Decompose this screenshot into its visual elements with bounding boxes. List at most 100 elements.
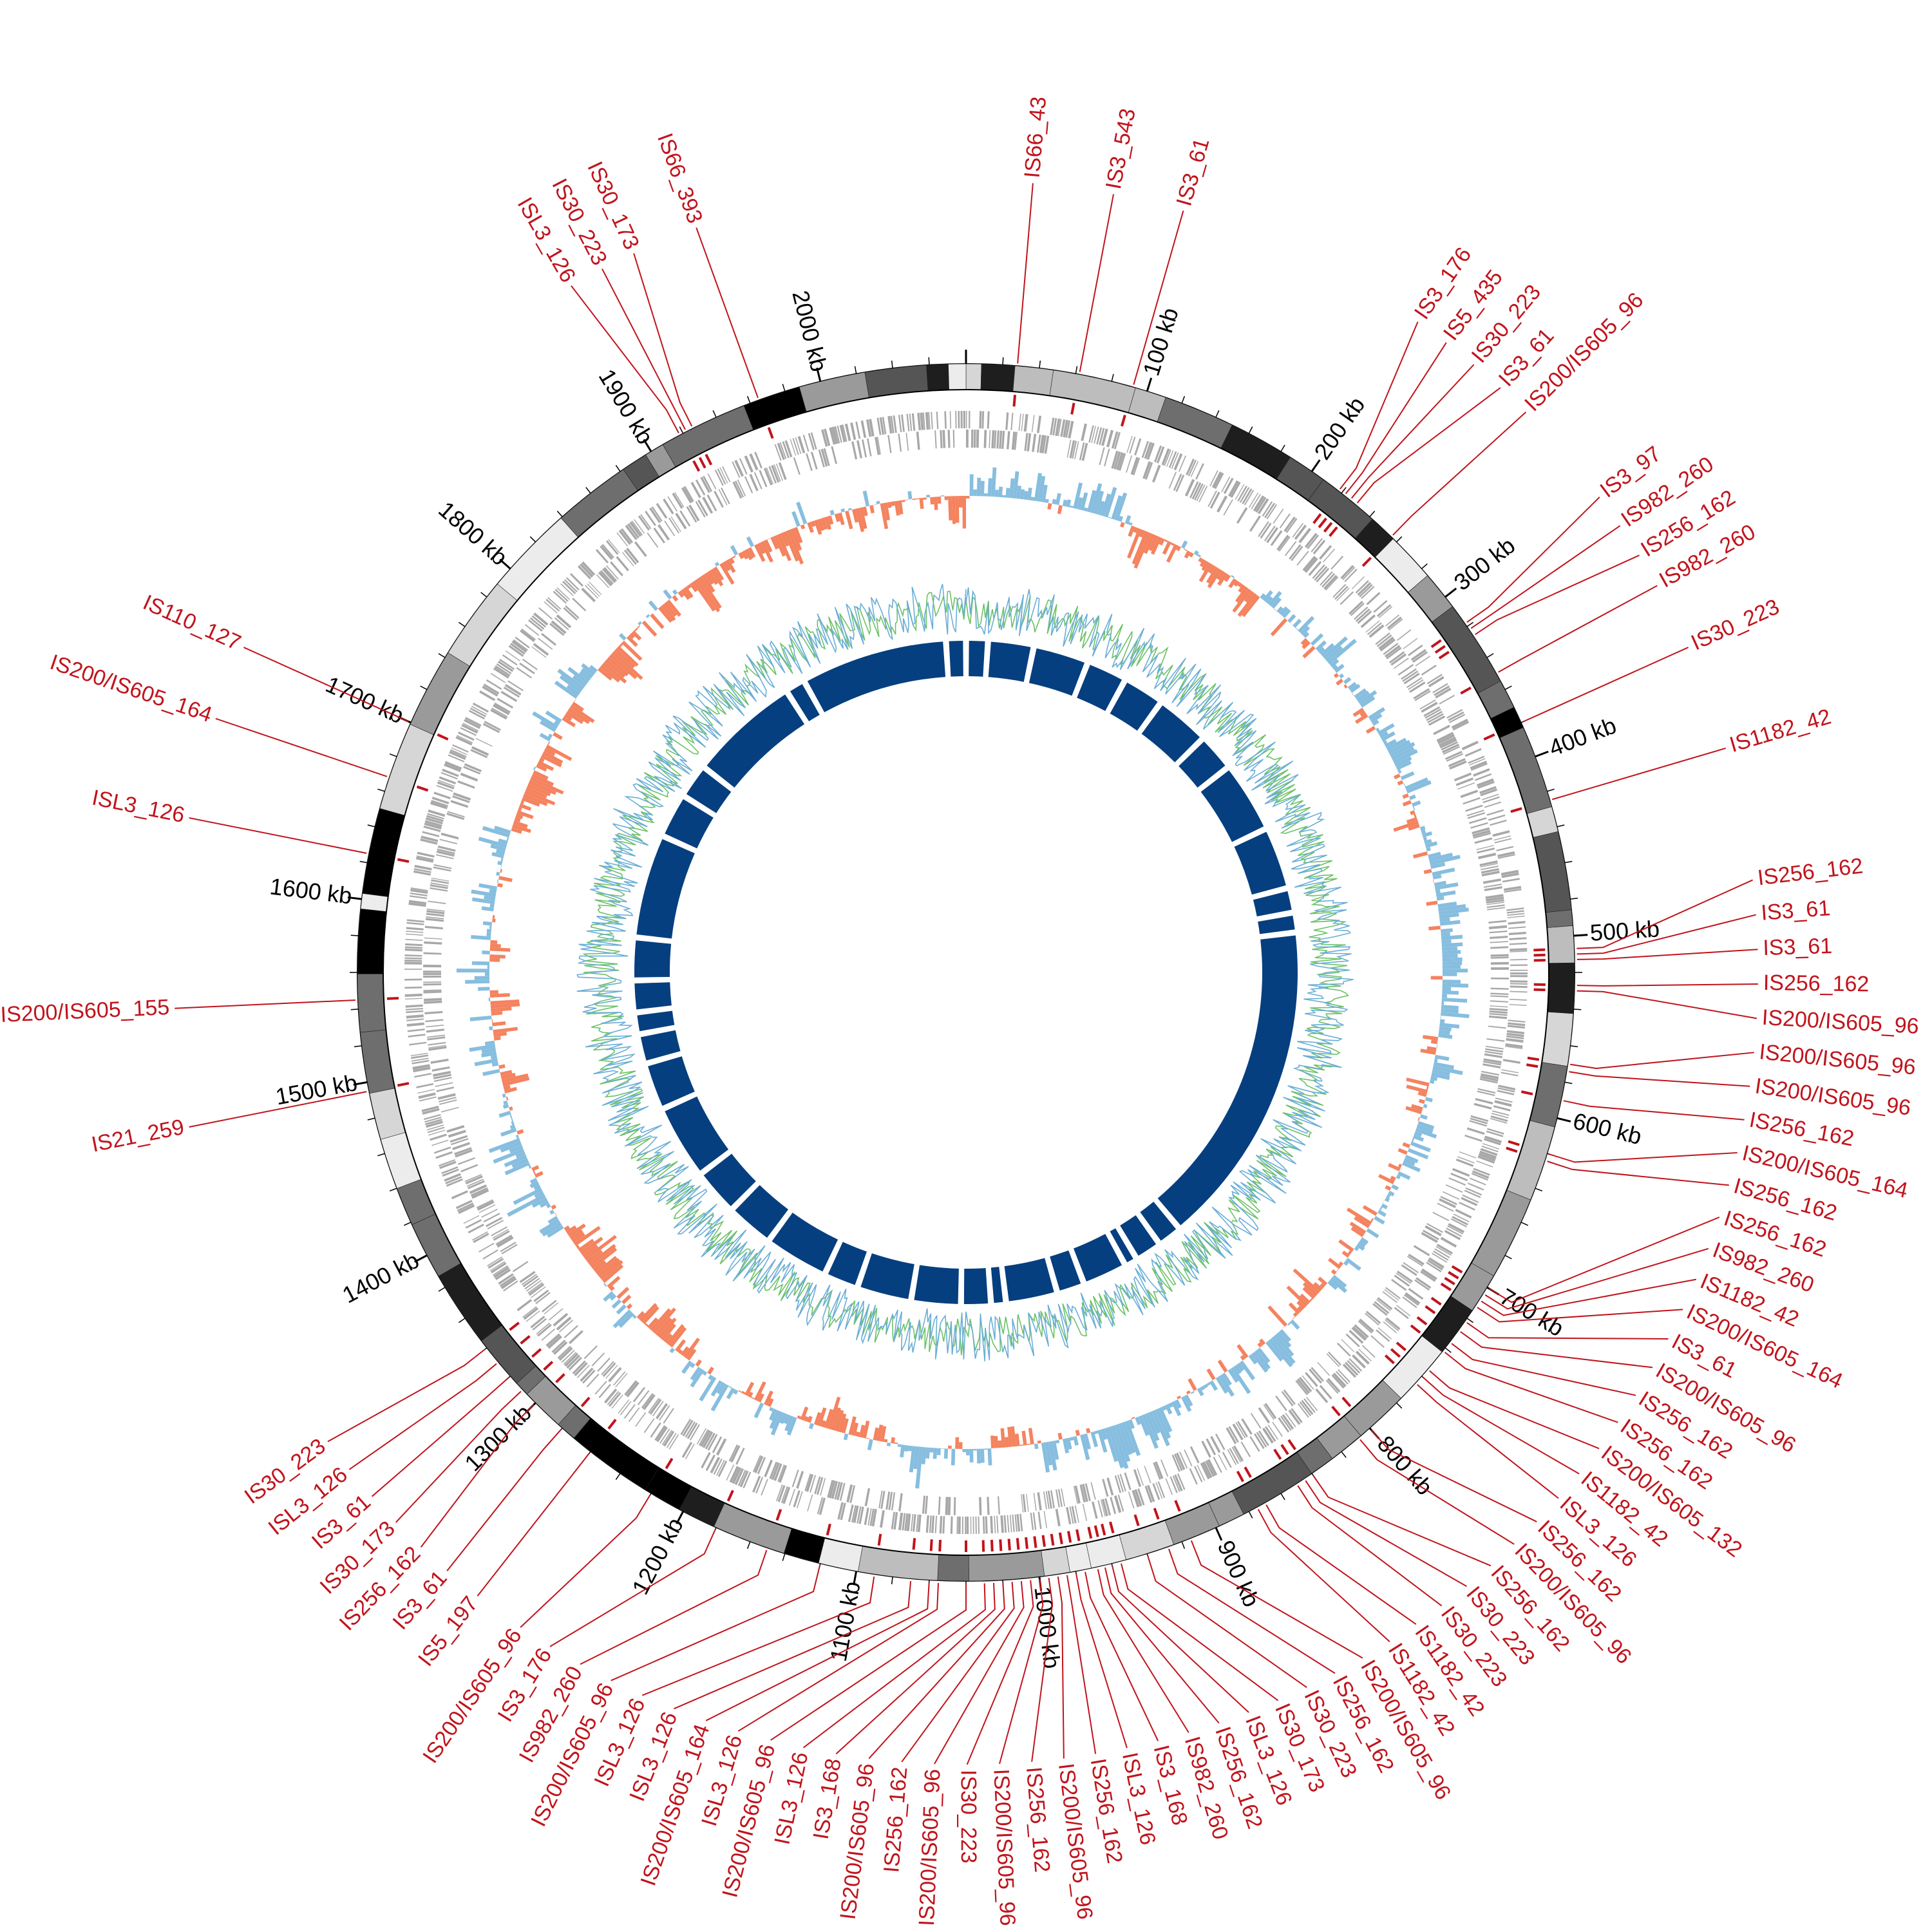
gc-skew-bar	[1439, 913, 1459, 919]
cds-feature	[917, 412, 921, 431]
cds-feature	[1301, 1399, 1314, 1416]
cds-feature	[1506, 1035, 1524, 1039]
cds-feature	[1454, 772, 1472, 782]
is-leader-line	[189, 1091, 367, 1128]
cds-feature	[620, 1401, 632, 1416]
gc-skew-bar	[1268, 591, 1282, 607]
cds-feature	[952, 430, 955, 448]
cds-feature	[564, 1352, 579, 1367]
cds-feature	[464, 719, 481, 729]
is-leader-line	[1577, 914, 1756, 955]
cds-feature	[1428, 1257, 1444, 1269]
cds-feature	[1401, 1264, 1417, 1276]
cds-feature	[1248, 492, 1259, 508]
cds-feature	[416, 855, 434, 860]
cds-feature	[1465, 804, 1483, 812]
cds-feature	[504, 684, 522, 696]
homology-block	[1200, 770, 1264, 842]
gc-skew-bar	[1190, 1390, 1195, 1394]
gc-skew-bar	[767, 1397, 774, 1407]
is-marker	[1016, 1538, 1020, 1550]
gc-skew-bar	[529, 777, 564, 795]
gc-skew-bar	[738, 552, 744, 560]
is-marker	[1273, 1448, 1282, 1460]
cds-feature	[457, 731, 475, 741]
gc-skew-bar	[1009, 478, 1015, 498]
cds-feature	[1133, 1469, 1142, 1487]
cds-feature	[1024, 433, 1028, 451]
cds-feature	[1050, 1490, 1055, 1509]
cds-feature	[1311, 1367, 1324, 1382]
cds-feature	[1433, 724, 1450, 735]
gc-skew-bar	[502, 1104, 509, 1109]
cds-feature	[1467, 812, 1486, 819]
gc-skew-bar	[597, 1258, 620, 1278]
cds-feature	[674, 492, 685, 507]
gc-skew-bar	[522, 797, 540, 807]
cds-feature	[460, 1164, 478, 1173]
gc-skew-bar	[1383, 739, 1388, 745]
cds-feature	[1482, 793, 1499, 800]
cds-feature	[522, 658, 538, 670]
gc-skew-bar	[800, 524, 806, 530]
cds-feature	[1486, 1038, 1505, 1042]
cds-feature	[922, 412, 925, 430]
cds-feature	[481, 1208, 498, 1218]
cds-feature	[423, 989, 442, 991]
cds-feature	[1403, 638, 1418, 649]
cds-feature	[462, 723, 479, 732]
cds-feature	[1228, 480, 1239, 497]
gc-skew-bar	[489, 889, 497, 894]
cds-feature	[975, 1516, 977, 1534]
cds-feature	[1468, 817, 1487, 824]
cds-feature	[970, 1516, 972, 1534]
band-segment	[965, 363, 982, 390]
cds-feature	[1188, 459, 1197, 477]
is-element-label: IS256_162	[1086, 1757, 1127, 1865]
cds-feature	[1060, 419, 1066, 437]
cds-feature	[1470, 1117, 1488, 1124]
gc-skew-bar	[1155, 1408, 1171, 1439]
gc-skew-bar	[1381, 1203, 1388, 1209]
gc-skew-bar	[1027, 1443, 1031, 1445]
gc-skew-bar	[741, 1390, 746, 1395]
gc-skew-bar	[994, 1435, 999, 1448]
cds-feature	[1509, 937, 1527, 940]
cds-feature	[1155, 1482, 1163, 1499]
cds-feature	[536, 1322, 551, 1335]
cds-feature	[1484, 801, 1502, 808]
gc-skew-bar	[1424, 838, 1432, 845]
gc-skew-bar	[1430, 862, 1446, 869]
gc-skew-bar	[520, 800, 525, 805]
cds-feature	[1272, 1421, 1283, 1437]
cds-feature	[608, 1367, 622, 1383]
cds-feature	[1444, 1229, 1461, 1240]
cds-feature	[1305, 1372, 1318, 1387]
is-leader-line	[477, 1453, 590, 1596]
cds-feature	[848, 1504, 854, 1522]
gc-skew-bar	[891, 501, 895, 506]
cds-feature	[681, 487, 693, 504]
cds-feature	[410, 1054, 429, 1059]
cds-feature	[771, 1462, 780, 1481]
gc-skew-bar	[855, 507, 865, 533]
gc-skew-bar	[1248, 1354, 1258, 1365]
cds-feature	[1126, 435, 1133, 453]
cds-feature	[1457, 1156, 1475, 1164]
cds-feature	[405, 1004, 423, 1008]
gc-skew-bar	[638, 621, 642, 626]
gc-skew-bar	[1341, 1250, 1350, 1258]
gc-skew-bar	[1358, 1240, 1367, 1247]
gc-skew-bar	[966, 1448, 970, 1455]
cds-feature	[1425, 708, 1441, 719]
cds-feature	[431, 797, 450, 804]
cds-feature	[535, 1292, 551, 1305]
gc-skew-bar	[998, 1440, 1002, 1448]
cds-feature	[947, 1497, 951, 1515]
cds-feature	[1435, 1245, 1452, 1256]
cds-feature	[483, 1213, 500, 1223]
is-leader-line	[1481, 1278, 1697, 1316]
gc-skew-bar	[1201, 561, 1210, 571]
cds-feature	[476, 1199, 493, 1209]
cds-feature	[1432, 1253, 1448, 1263]
